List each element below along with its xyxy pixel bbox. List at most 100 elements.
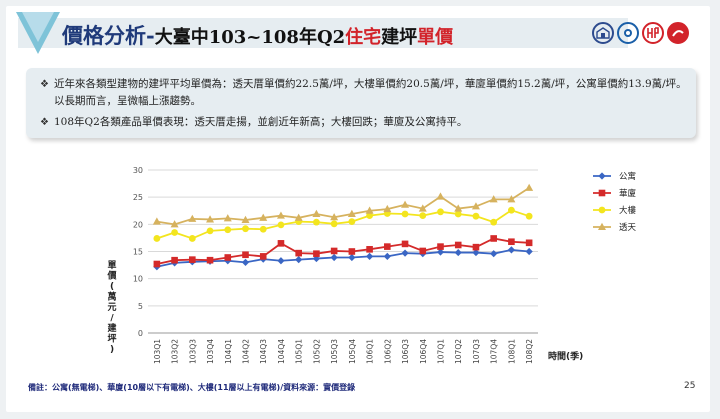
data-point xyxy=(436,192,445,200)
title-main: 價格分析 xyxy=(62,23,146,48)
title-part2: 住宅 xyxy=(345,27,382,48)
data-point xyxy=(490,250,498,258)
y-tick-label: 25 xyxy=(133,193,143,202)
hp-logo-icon xyxy=(642,22,664,44)
summary-bullet: ❖ 108年Q2各類產品單價表現：透天厝走揚，並創近年新高；大樓回跌；華廈及公寓… xyxy=(40,114,694,131)
data-point xyxy=(313,250,320,257)
data-point xyxy=(188,235,196,242)
data-point xyxy=(295,249,302,257)
data-point xyxy=(330,220,338,228)
title-dash: - xyxy=(146,23,155,48)
data-point xyxy=(259,213,268,221)
x-tick-label: 104Q1 xyxy=(224,339,233,364)
data-point xyxy=(276,211,285,219)
data-point xyxy=(294,213,303,221)
data-point xyxy=(188,214,197,222)
data-point xyxy=(525,212,533,220)
x-tick-label: 107Q3 xyxy=(472,339,481,364)
title-part3: 建坪 xyxy=(381,27,418,48)
data-point xyxy=(454,204,463,212)
data-point xyxy=(598,189,606,197)
data-point xyxy=(295,256,303,264)
emblem-logo-icon xyxy=(617,22,639,44)
series-line xyxy=(156,187,530,226)
data-point xyxy=(330,247,338,255)
data-point xyxy=(454,248,462,257)
data-point xyxy=(489,195,498,203)
data-point xyxy=(454,241,462,249)
legend-label: 大樓 xyxy=(619,205,637,216)
title-bar xyxy=(18,18,628,48)
x-axis-label: 時間(季) xyxy=(548,350,583,362)
data-point xyxy=(312,254,321,263)
data-point xyxy=(206,215,215,223)
data-point xyxy=(508,238,515,246)
data-point xyxy=(348,248,356,255)
data-point xyxy=(366,246,373,253)
data-point xyxy=(419,247,427,255)
x-tick-label: 103Q1 xyxy=(153,339,162,364)
y-tick-label: 10 xyxy=(133,275,143,284)
y-tick-label: 30 xyxy=(133,166,143,175)
data-point xyxy=(472,248,480,257)
data-point xyxy=(241,258,250,266)
data-point xyxy=(312,209,321,218)
data-point xyxy=(437,243,444,250)
data-point xyxy=(436,248,445,256)
x-tick-label: 106Q2 xyxy=(383,339,392,364)
summary-bullet-text: 108年Q2各類產品單價表現：透天厝走揚，並創近年新高；大樓回跌；華廈及公寓持平… xyxy=(54,116,468,128)
data-point xyxy=(418,204,427,212)
data-point xyxy=(153,260,161,268)
data-point xyxy=(508,206,515,214)
data-point xyxy=(525,239,533,247)
x-tick-label: 107Q4 xyxy=(490,339,499,364)
data-point xyxy=(171,229,178,236)
data-point xyxy=(366,212,373,220)
data-point xyxy=(348,253,356,262)
data-point xyxy=(472,243,480,251)
legend-label: 公寓 xyxy=(619,171,636,182)
data-point xyxy=(170,220,179,228)
x-tick-label: 104Q3 xyxy=(259,339,268,364)
data-point xyxy=(365,206,374,214)
page-number: 25 xyxy=(684,381,696,391)
data-point xyxy=(383,204,392,213)
data-point xyxy=(313,218,320,226)
data-point xyxy=(471,202,480,210)
data-point xyxy=(223,214,232,222)
data-point xyxy=(206,256,214,264)
title-part1: 大臺中103~108年Q2 xyxy=(154,27,346,48)
data-point xyxy=(330,213,339,221)
series-2 xyxy=(153,206,533,242)
x-tick-label: 105Q2 xyxy=(312,339,321,364)
data-point xyxy=(490,218,498,226)
data-point xyxy=(454,210,462,218)
summary-box: ❖ 近年來各類型建物的建坪平均單價為：透天厝單價約22.5萬/坪，大樓單價約20… xyxy=(26,68,696,138)
series-line xyxy=(156,209,530,240)
data-point xyxy=(419,212,427,220)
x-tick-label: 104Q2 xyxy=(242,339,251,364)
data-point xyxy=(242,225,249,233)
series-3 xyxy=(152,183,534,228)
data-point xyxy=(525,247,533,256)
data-point xyxy=(383,252,391,260)
summary-bullet: ❖ 近年來各類型建物的建坪平均單價為：透天厝單價約22.5萬/坪，大樓單價約20… xyxy=(40,76,694,110)
legend-label: 華廈 xyxy=(619,188,637,199)
data-point xyxy=(437,208,444,216)
chart-axes: 0 5 10 15 20 25 30 103Q1 103Q2 103Q3 103Q4 104Q1 104… xyxy=(106,166,583,364)
summary-bullet-text: 近年來各類型建物的建坪平均單價為：透天厝單價約22.5萬/坪，大樓單價約20.5… xyxy=(54,78,687,107)
x-tick-label: 103Q4 xyxy=(206,339,215,364)
data-point xyxy=(206,227,214,235)
data-point xyxy=(507,246,516,254)
y-axis-label: 單價(萬元/建坪) xyxy=(106,260,117,355)
data-point xyxy=(242,251,249,259)
x-tick-label: 105Q1 xyxy=(295,339,304,364)
x-tick-label: 106Q4 xyxy=(419,339,428,364)
series-line xyxy=(156,248,530,268)
data-point xyxy=(401,240,409,248)
data-point xyxy=(401,210,409,218)
building-logo-icon xyxy=(592,22,614,44)
x-tick-label: 103Q3 xyxy=(188,339,197,364)
diamond-bullet-icon: ❖ xyxy=(40,79,49,90)
